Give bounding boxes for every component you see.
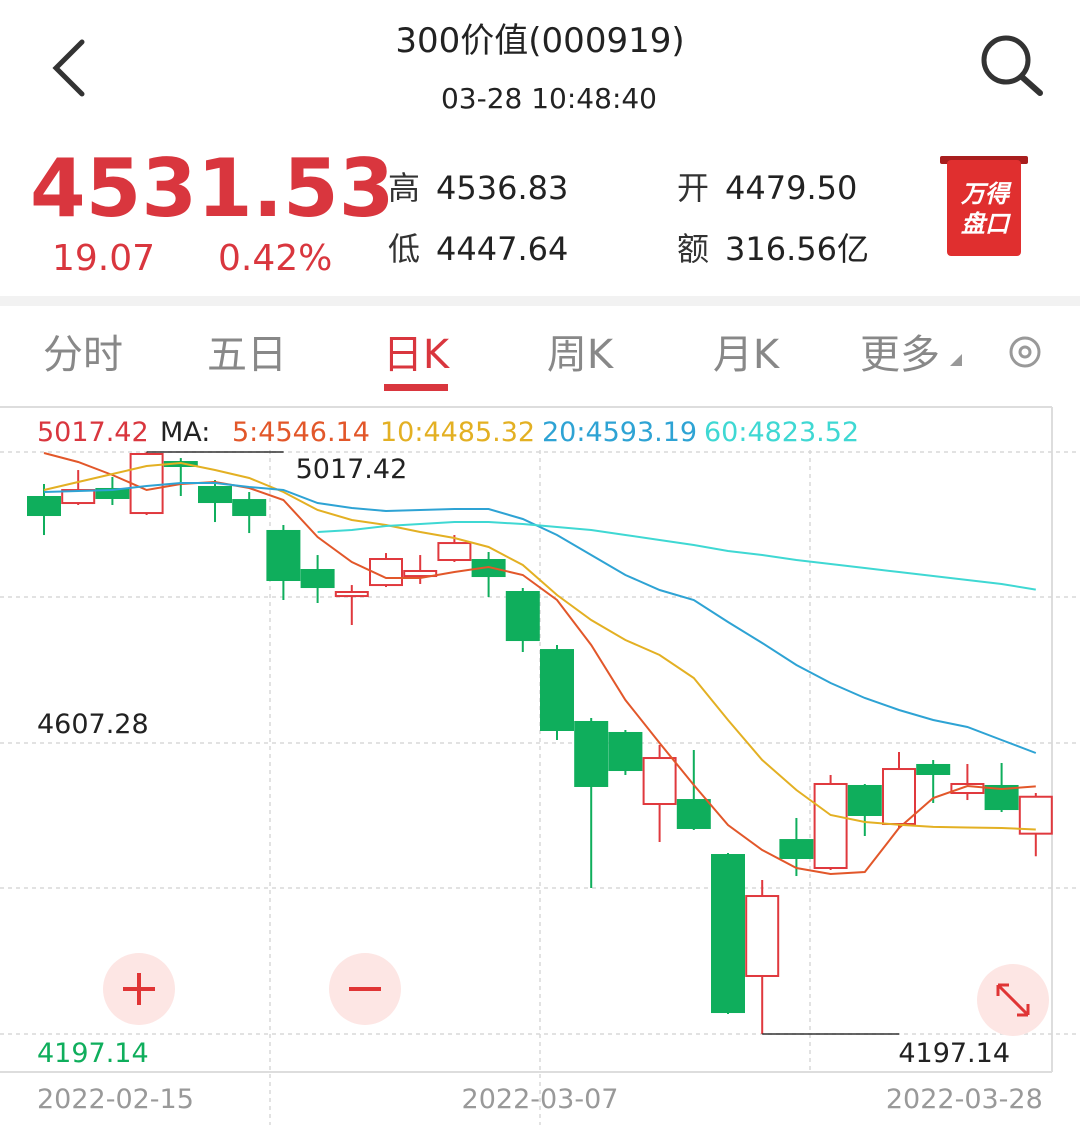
candle-body (779, 839, 814, 859)
fullscreen-button[interactable] (977, 964, 1049, 1036)
candle-body (608, 731, 643, 772)
tab[interactable]: 周K (547, 332, 615, 378)
candle-body (916, 763, 951, 775)
candle-body (676, 799, 711, 829)
last-price: 4531.53 (30, 142, 394, 235)
candle-body (95, 487, 130, 499)
candle-body (642, 757, 677, 806)
back-button[interactable] (52, 39, 85, 97)
more-arrow (950, 354, 962, 366)
separator (0, 296, 1080, 306)
candle-body (27, 495, 61, 517)
ma-line (43, 482, 1037, 754)
stat-value: 4479.50 (725, 169, 857, 207)
stat-label: 开 (677, 169, 709, 207)
wind-badge[interactable]: 万得 盘口 (940, 156, 1028, 256)
candle-body (300, 569, 335, 589)
stat-value: 316.56亿 (725, 230, 869, 268)
candle-body (266, 529, 301, 582)
x-tick-label: 2022-02-15 (37, 1084, 194, 1115)
low-marker-label: 4197.14 (898, 1038, 1010, 1069)
candle-body (232, 499, 267, 517)
candle-body (540, 649, 574, 732)
badge-text: 盘口 (961, 210, 1011, 238)
legend-entry: 5:4546.14 (232, 417, 370, 448)
stat-label: 低 (388, 230, 420, 268)
high-marker-label: 5017.42 (296, 454, 408, 485)
legend-entry: 20:4593.19 (542, 417, 697, 448)
candle-body (129, 453, 164, 515)
candle-body (437, 542, 472, 562)
stat-value: 4447.64 (436, 230, 568, 268)
search-button[interactable] (981, 35, 1043, 96)
candle-body (505, 591, 540, 642)
zoom-out-button[interactable] (329, 953, 401, 1025)
badge-text: 万得 (960, 180, 1012, 208)
ma-line (317, 521, 1036, 591)
candle-body (334, 591, 369, 598)
candle-body (198, 485, 232, 504)
candle-body (1018, 795, 1053, 835)
candle-body (745, 895, 780, 977)
zoom-in-button[interactable] (103, 953, 175, 1025)
tab[interactable]: 分时 (43, 332, 123, 378)
candle-body (984, 784, 1019, 811)
legend-entry: 60:4823.52 (704, 417, 859, 448)
candle-body (403, 569, 438, 578)
x-tick-label: 2022-03-28 (886, 1084, 1043, 1115)
legend-entry: 10:4485.32 (380, 417, 535, 448)
candle-body (813, 782, 848, 870)
candle-body (574, 720, 609, 787)
y-tick-label: 4607.28 (37, 709, 149, 740)
settings-button[interactable] (1009, 336, 1041, 368)
ma-label: MA: (160, 417, 210, 448)
tab[interactable]: 月K (713, 332, 781, 378)
tab[interactable]: 更多 (860, 332, 940, 378)
title: 300价值(000919) (395, 21, 684, 61)
y-tick-label: 4197.14 (37, 1038, 149, 1069)
stat-label: 高 (388, 169, 420, 207)
kline-chart: 5017.42 4607.28 4197.14 2022-02-15 2022-03-0… (0, 417, 1080, 1115)
tab[interactable]: 日K (383, 332, 451, 378)
candle-body (711, 854, 745, 1014)
candle-body (950, 782, 985, 795)
change-percent: 0.42% (218, 238, 332, 279)
candle-body (882, 768, 916, 826)
tab-indicator (384, 384, 448, 391)
candle-body (847, 784, 882, 817)
timestamp: 03-28 10:48:40 (441, 82, 657, 115)
change: 19.07 (52, 238, 155, 279)
stat-label: 额 (677, 230, 709, 268)
tab-bar: 分时 五日 日K 周K 月K 更多 (43, 332, 962, 391)
ma-line (43, 461, 1036, 831)
tab[interactable]: 五日 (207, 332, 287, 378)
stat-value: 4536.83 (436, 169, 568, 207)
x-tick-label: 2022-03-07 (462, 1084, 619, 1115)
y-tick-label: 5017.42 (37, 417, 149, 448)
